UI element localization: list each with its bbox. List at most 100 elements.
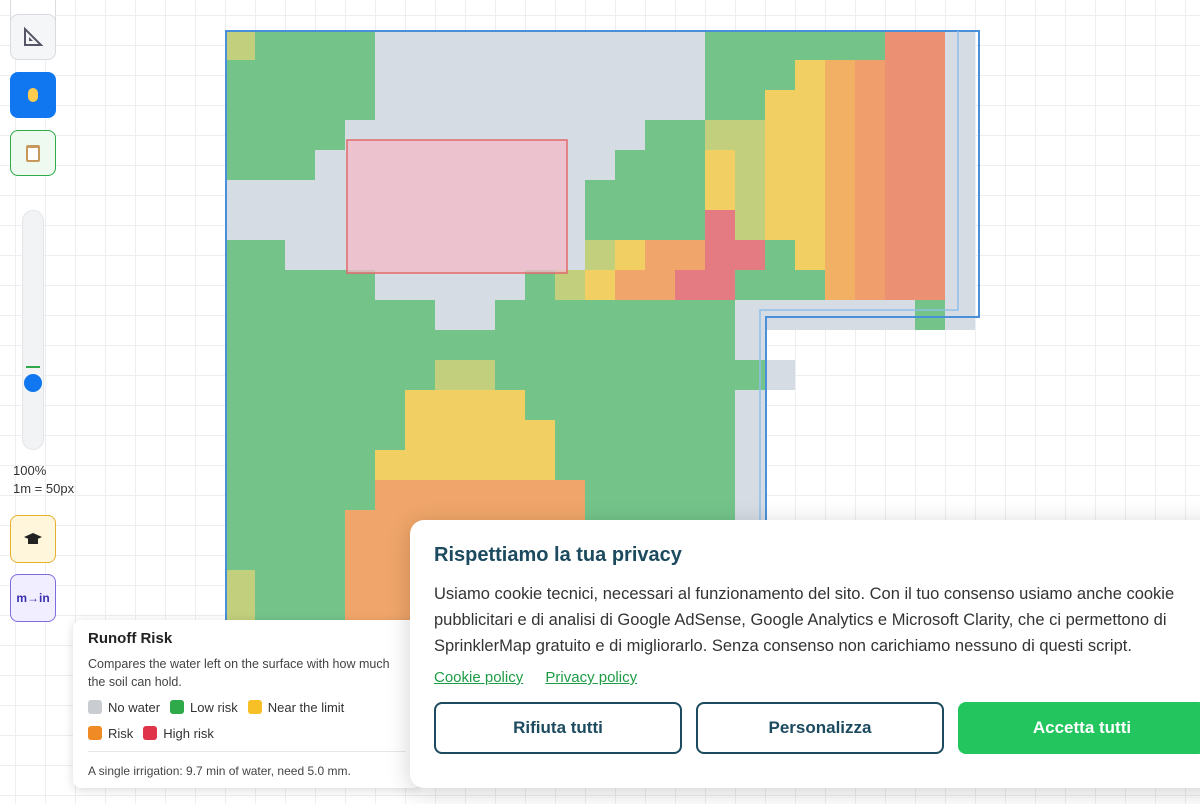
heat-cell	[765, 60, 795, 90]
heat-cell	[645, 30, 675, 60]
units-button[interactable]: m→in	[10, 574, 56, 622]
heat-cell	[225, 390, 255, 420]
heat-cell	[435, 60, 465, 90]
heat-cell	[795, 300, 825, 330]
heat-cell	[585, 120, 615, 150]
pan-tool[interactable]	[10, 72, 56, 118]
heat-cell	[255, 570, 285, 600]
heat-cell	[765, 240, 795, 270]
heat-cell	[315, 570, 345, 600]
heat-cell	[405, 330, 435, 360]
heat-cell	[315, 450, 345, 480]
heat-cell	[525, 360, 555, 390]
heat-cell	[255, 210, 285, 240]
heat-cell	[555, 450, 585, 480]
heat-cell	[915, 30, 945, 60]
heat-cell	[465, 450, 495, 480]
cookie-links: Cookie policy Privacy policy	[434, 669, 1200, 686]
heat-cell	[375, 450, 405, 480]
heat-cell	[885, 300, 915, 330]
heat-cell	[405, 360, 435, 390]
cookie-dialog: Rispettiamo la tua privacy Usiamo cookie…	[410, 520, 1200, 788]
heat-cell	[465, 420, 495, 450]
heat-cell	[945, 270, 975, 300]
legend-swatch	[170, 700, 185, 714]
cookie-title: Rispettiamo la tua privacy	[434, 544, 682, 566]
heat-cell	[285, 450, 315, 480]
legend-panel: Runoff Risk Compares the water left on t…	[73, 620, 421, 788]
legend-label: Near the limit	[267, 699, 345, 715]
heat-cell	[525, 480, 555, 510]
heat-cell	[225, 480, 255, 510]
heat-cell	[675, 210, 705, 240]
heat-cell	[765, 120, 795, 150]
heat-cell	[555, 60, 585, 90]
heat-cell	[435, 300, 465, 330]
customize-button[interactable]: Personalizza	[696, 702, 944, 754]
heat-cell	[345, 330, 375, 360]
heat-cell	[435, 330, 465, 360]
heat-cell	[645, 390, 675, 420]
heat-cell	[615, 480, 645, 510]
heat-cell	[375, 270, 405, 300]
heat-cell	[255, 90, 285, 120]
learn-button[interactable]	[10, 515, 56, 563]
heat-cell	[795, 270, 825, 300]
heat-cell	[645, 90, 675, 120]
heat-cell	[225, 330, 255, 360]
heat-cell	[705, 120, 735, 150]
heat-cell	[615, 120, 645, 150]
heat-cell	[585, 150, 615, 180]
heat-cell	[375, 420, 405, 450]
heat-cell	[375, 30, 405, 60]
heat-cell	[705, 450, 735, 480]
heat-cell	[495, 270, 525, 300]
scale-label: 1m = 50px	[13, 481, 75, 496]
heat-cell	[285, 570, 315, 600]
notes-tool[interactable]	[10, 130, 56, 176]
privacy-policy-link[interactable]: Privacy policy	[545, 669, 638, 686]
cookie-policy-link[interactable]: Cookie policy	[434, 669, 524, 686]
ruler-tool[interactable]	[10, 14, 56, 60]
cookie-text: SprinklerMap gratuito e di migliorarlo. …	[434, 637, 1132, 655]
heat-cell	[225, 450, 255, 480]
heat-cell	[615, 360, 645, 390]
heat-cell	[495, 390, 525, 420]
heat-cell	[825, 30, 855, 60]
heat-cell	[615, 420, 645, 450]
heat-cell	[225, 240, 255, 270]
heat-cell	[525, 60, 555, 90]
legend-description: Compares the water left on the surface w…	[88, 657, 390, 689]
heat-cell	[255, 240, 285, 270]
accept-button[interactable]: Accetta tutti	[958, 702, 1200, 754]
heat-cell	[645, 330, 675, 360]
heat-cell	[585, 420, 615, 450]
heat-cell	[405, 60, 435, 90]
heat-cell	[375, 480, 405, 510]
heat-cell	[435, 450, 465, 480]
heat-cell	[345, 360, 375, 390]
heat-cell	[285, 360, 315, 390]
heat-cell	[225, 210, 255, 240]
legend-label: No water	[108, 699, 161, 715]
zoom-slider[interactable]	[22, 210, 44, 450]
lot-boundary-inner	[759, 31, 959, 525]
heat-cell	[675, 390, 705, 420]
heat-cell	[675, 120, 705, 150]
slider-thumb[interactable]	[24, 374, 42, 392]
heat-cell	[315, 210, 345, 240]
heat-cell	[315, 360, 345, 390]
heat-cell	[645, 480, 675, 510]
heat-cell	[705, 210, 735, 240]
heat-cell	[315, 150, 345, 180]
heat-cell	[435, 360, 465, 390]
heat-cell	[795, 240, 825, 270]
heat-cell	[705, 360, 735, 390]
reject-button[interactable]: Rifiuta tutti	[434, 702, 682, 754]
heat-cell	[675, 330, 705, 360]
heat-cell	[825, 150, 855, 180]
heat-cell	[645, 270, 675, 300]
heat-cell	[255, 150, 285, 180]
heat-cell	[495, 480, 525, 510]
heat-cell	[225, 90, 255, 120]
